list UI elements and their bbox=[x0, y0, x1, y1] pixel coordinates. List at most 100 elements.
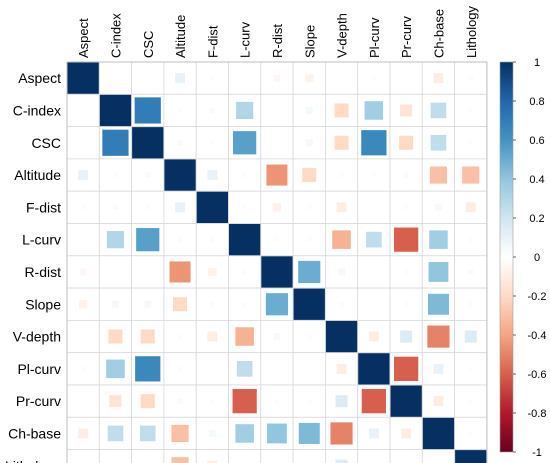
column-label: V-depth bbox=[335, 13, 350, 58]
correlation-square bbox=[275, 108, 279, 113]
row-label: Slope bbox=[25, 296, 61, 312]
correlation-square bbox=[468, 75, 474, 81]
correlation-square bbox=[273, 74, 281, 82]
grid-cell bbox=[131, 449, 165, 463]
correlation-square bbox=[325, 320, 358, 353]
correlation-square bbox=[171, 457, 189, 463]
correlation-square bbox=[368, 428, 379, 439]
row-label: Pr-curv bbox=[16, 393, 61, 409]
correlation-square bbox=[208, 267, 217, 277]
correlation-square bbox=[422, 417, 455, 450]
correlation-square bbox=[403, 269, 409, 275]
correlation-square bbox=[468, 269, 474, 275]
column-label: Aspect bbox=[76, 18, 91, 58]
correlation-square bbox=[302, 168, 317, 183]
correlation-square bbox=[372, 205, 376, 209]
correlation-square bbox=[207, 331, 218, 342]
grid-cell bbox=[131, 61, 165, 95]
row-label: CSC bbox=[31, 135, 61, 151]
correlation-square bbox=[111, 300, 119, 308]
colorbar-tick-label: 1 bbox=[534, 57, 540, 69]
correlation-square bbox=[232, 389, 257, 414]
correlation-square bbox=[390, 385, 422, 417]
correlation-square bbox=[332, 230, 351, 249]
correlation-square bbox=[207, 460, 218, 463]
correlation-square bbox=[403, 205, 409, 210]
correlation-square bbox=[468, 398, 473, 404]
correlation-square bbox=[468, 366, 473, 372]
correlation-square bbox=[267, 423, 287, 444]
colorbar: 1 0.8 0.6 0.4 0.2 0 -0.2 -0.4 -0.6 -0.8 -1 bbox=[499, 57, 547, 459]
correlation-square bbox=[261, 256, 293, 288]
correlation-square bbox=[175, 73, 185, 84]
correlation-square bbox=[146, 270, 150, 274]
correlation-square bbox=[79, 300, 88, 309]
colorbar-tick-label: -0.8 bbox=[528, 408, 547, 420]
correlation-square bbox=[307, 205, 312, 210]
correlation-square bbox=[139, 425, 156, 442]
correlation-square bbox=[210, 302, 215, 307]
correlation-square bbox=[330, 422, 353, 445]
correlation-square bbox=[455, 450, 487, 463]
grid-cell bbox=[66, 93, 100, 128]
correlation-square bbox=[102, 129, 129, 156]
correlation-square bbox=[307, 398, 312, 404]
correlation-square bbox=[242, 269, 247, 275]
column-label: C-index bbox=[108, 13, 123, 58]
matrix-cells bbox=[66, 61, 488, 463]
correlation-square bbox=[368, 331, 379, 342]
grid-cell bbox=[324, 449, 359, 463]
row-label: R-dist bbox=[24, 264, 61, 280]
correlation-square bbox=[210, 75, 215, 81]
colorbar-tick-label: -0.6 bbox=[528, 369, 547, 381]
correlation-square bbox=[361, 389, 386, 414]
grid-cell bbox=[66, 126, 100, 160]
correlation-square bbox=[305, 139, 313, 147]
correlation-square bbox=[209, 107, 216, 114]
correlation-square bbox=[265, 293, 289, 316]
correlation-square bbox=[429, 230, 448, 249]
correlation-square bbox=[400, 330, 413, 343]
correlation-square bbox=[399, 135, 414, 150]
correlation-square bbox=[394, 227, 419, 252]
correlation-square bbox=[144, 300, 152, 308]
grid-cell bbox=[163, 93, 197, 128]
correlation-square bbox=[177, 237, 183, 242]
correlation-square bbox=[173, 297, 188, 312]
row-label: Ch-base bbox=[8, 425, 61, 441]
row-label: F-dist bbox=[26, 199, 61, 215]
correlation-square bbox=[430, 134, 447, 151]
correlation-square bbox=[428, 262, 449, 282]
correlation-square bbox=[400, 104, 413, 117]
correlation-square bbox=[293, 288, 325, 320]
colorbar-tick-label: 0 bbox=[534, 252, 540, 264]
correlation-square bbox=[177, 334, 183, 339]
correlation-square bbox=[171, 424, 189, 443]
correlation-square bbox=[465, 202, 476, 213]
correlation-square bbox=[433, 73, 444, 84]
column-labels: Aspect C-index CSC Altitude F-dist L-curv R-di… bbox=[76, 5, 479, 58]
correlation-square bbox=[164, 159, 196, 191]
correlation-square bbox=[468, 237, 473, 242]
correlation-square bbox=[208, 429, 216, 437]
correlation-square bbox=[177, 108, 183, 113]
correlation-square bbox=[305, 74, 314, 83]
colorbar-tick-label: 0.8 bbox=[529, 96, 544, 108]
grid-cell bbox=[98, 61, 133, 95]
row-label: Aspect bbox=[18, 70, 61, 86]
correlation-square bbox=[339, 302, 344, 307]
correlation-square bbox=[361, 130, 387, 156]
correlation-square bbox=[335, 459, 348, 463]
correlation-square bbox=[468, 431, 473, 436]
correlation-square bbox=[235, 327, 254, 346]
correlation-square bbox=[109, 395, 122, 408]
correlation-square bbox=[372, 270, 376, 274]
colorbar-tick-label: -1 bbox=[532, 447, 542, 459]
grid-cell bbox=[421, 93, 455, 128]
correlation-square bbox=[235, 424, 254, 443]
row-label: Altitude bbox=[14, 167, 61, 183]
correlation-square bbox=[177, 398, 183, 404]
correlation-square bbox=[372, 302, 376, 306]
correlation-square bbox=[433, 396, 444, 407]
correlation-square bbox=[169, 261, 191, 283]
